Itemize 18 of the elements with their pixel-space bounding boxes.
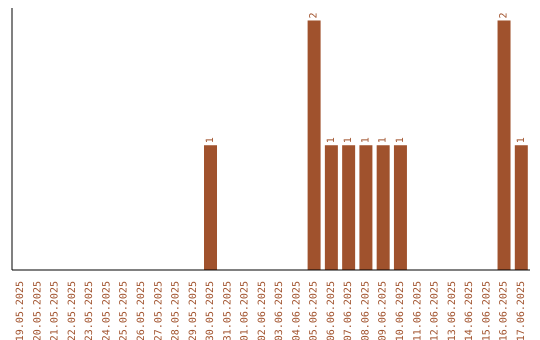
x-tick-label: 14.06.2025 <box>464 281 476 340</box>
x-tick-label: 17.06.2025 <box>516 281 527 340</box>
data-label: 2 <box>498 12 510 18</box>
data-label: 2 <box>308 12 320 18</box>
data-label: 1 <box>343 137 354 144</box>
x-tick-label: 15.06.2025 <box>481 281 492 340</box>
data-label: 1 <box>326 137 337 144</box>
data-label: 1 <box>516 137 527 144</box>
data-label: 1 <box>394 137 406 144</box>
x-tick-label: 19.05.2025 <box>15 281 26 340</box>
data-label: 1 <box>378 137 389 144</box>
data-label: 1 <box>360 137 372 144</box>
x-tick-label: 10.06.2025 <box>395 281 406 340</box>
x-tick-label: 12.06.2025 <box>430 281 441 340</box>
x-tick-label: 16.06.2025 <box>498 281 510 340</box>
x-tick-label: 13.06.2025 <box>446 281 458 340</box>
data-label: 1 <box>205 137 216 144</box>
x-tick-label: 11.06.2025 <box>412 281 424 340</box>
